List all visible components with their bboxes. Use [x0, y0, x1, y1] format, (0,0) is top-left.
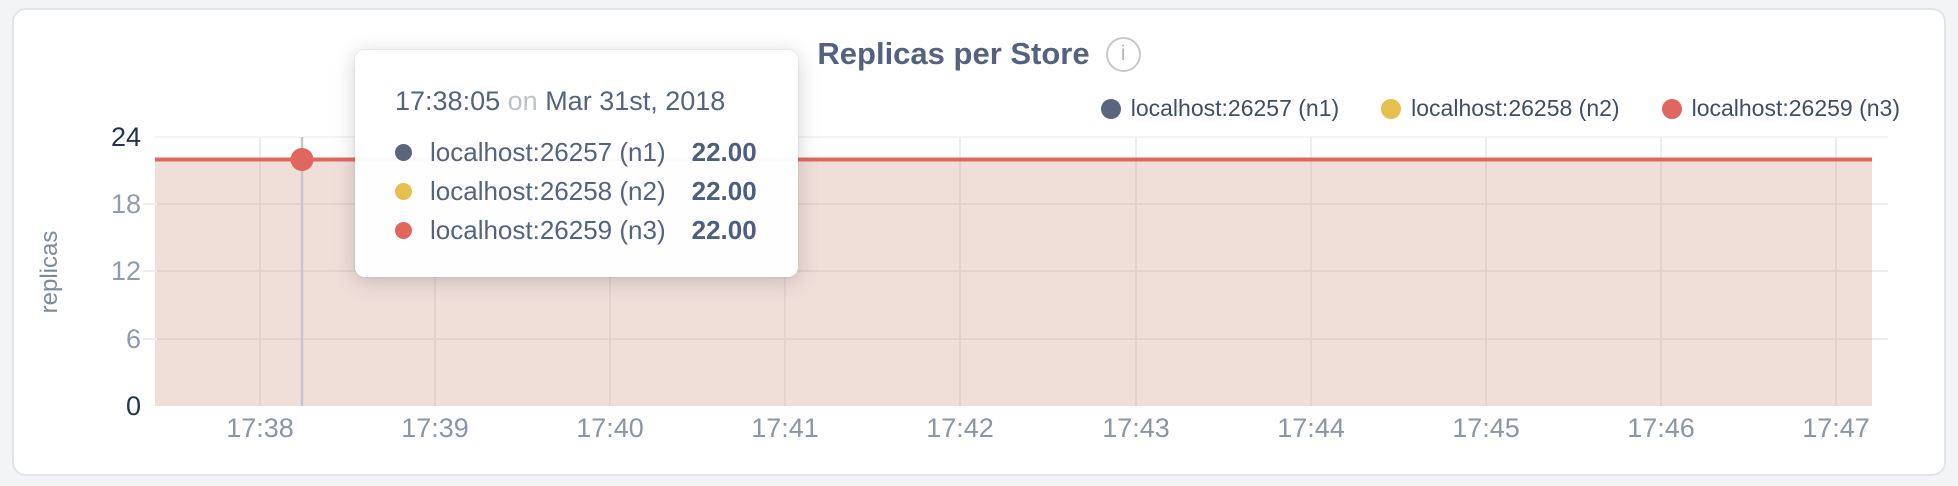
tooltip-series-label: localhost:26257 (n1) [430, 137, 666, 167]
legend-item-n1[interactable]: localhost:26257 (n1) [1100, 95, 1340, 122]
chart-legend: localhost:26257 (n1) localhost:26258 (n2… [1100, 95, 1900, 122]
legend-label: localhost:26258 (n2) [1411, 95, 1620, 121]
y-tick-label: 24 [111, 122, 141, 152]
tooltip-row-n2: localhost:26258 (n2) 22.00 [395, 172, 768, 211]
series-dot-icon [395, 144, 412, 161]
y-axis-title: replicas [36, 231, 63, 314]
tooltip-series-value: 22.00 [691, 176, 757, 206]
tooltip-timestamp: 17:38:05 on Mar 31st, 2018 [395, 86, 768, 117]
series-dot-icon [395, 183, 412, 200]
tooltip-connector: on [507, 86, 538, 116]
y-tick-label: 0 [126, 391, 141, 421]
x-tick-label: 17:44 [1277, 413, 1345, 443]
x-tick-label: 17:46 [1627, 413, 1695, 443]
x-tick-label: 17:43 [1102, 413, 1170, 443]
tooltip-row-n3: localhost:26259 (n3) 22.00 [395, 211, 768, 250]
x-axis: 17:38 17:39 17:40 17:41 17:42 17:43 17:4… [226, 413, 1870, 443]
x-tick-label: 17:41 [751, 413, 819, 443]
tooltip-date: Mar 31st, 2018 [545, 86, 726, 116]
y-tick-label: 18 [111, 189, 141, 219]
tooltip-time: 17:38:05 [395, 86, 501, 116]
y-tick-label: 12 [111, 256, 141, 286]
legend-item-n3[interactable]: localhost:26259 (n3) [1661, 95, 1900, 122]
info-icon[interactable]: i [1105, 36, 1141, 72]
tooltip-series-value: 22.00 [691, 137, 757, 167]
x-tick-label: 17:42 [926, 413, 994, 443]
legend-dot-icon [1661, 98, 1682, 119]
y-axis: 24 18 12 6 0 replicas [36, 122, 141, 421]
x-tick-label: 17:38 [226, 413, 294, 443]
x-tick-label: 17:45 [1452, 413, 1520, 443]
chart-title: Replicas per Store [817, 36, 1090, 71]
series-dot-icon [395, 222, 412, 239]
x-tick-label: 17:39 [401, 413, 469, 443]
x-tick-label: 17:40 [576, 413, 644, 443]
chart-header: Replicas per Store i [0, 36, 1958, 72]
tooltip-row-n1: localhost:26257 (n1) 22.00 [395, 133, 768, 172]
legend-label: localhost:26257 (n1) [1130, 95, 1340, 121]
legend-item-n2[interactable]: localhost:26258 (n2) [1381, 95, 1620, 122]
chart-tooltip: 17:38:05 on Mar 31st, 2018 localhost:262… [355, 50, 798, 277]
y-tick-label: 6 [126, 324, 141, 354]
tooltip-series-label: localhost:26258 (n2) [430, 176, 666, 206]
tooltip-series-label: localhost:26259 (n3) [430, 215, 666, 245]
hover-point [290, 148, 314, 171]
x-tick-label: 17:47 [1802, 413, 1870, 443]
legend-dot-icon [1100, 98, 1121, 119]
legend-label: localhost:26259 (n3) [1691, 95, 1900, 121]
legend-dot-icon [1381, 98, 1402, 119]
tooltip-series-value: 22.00 [691, 215, 757, 245]
